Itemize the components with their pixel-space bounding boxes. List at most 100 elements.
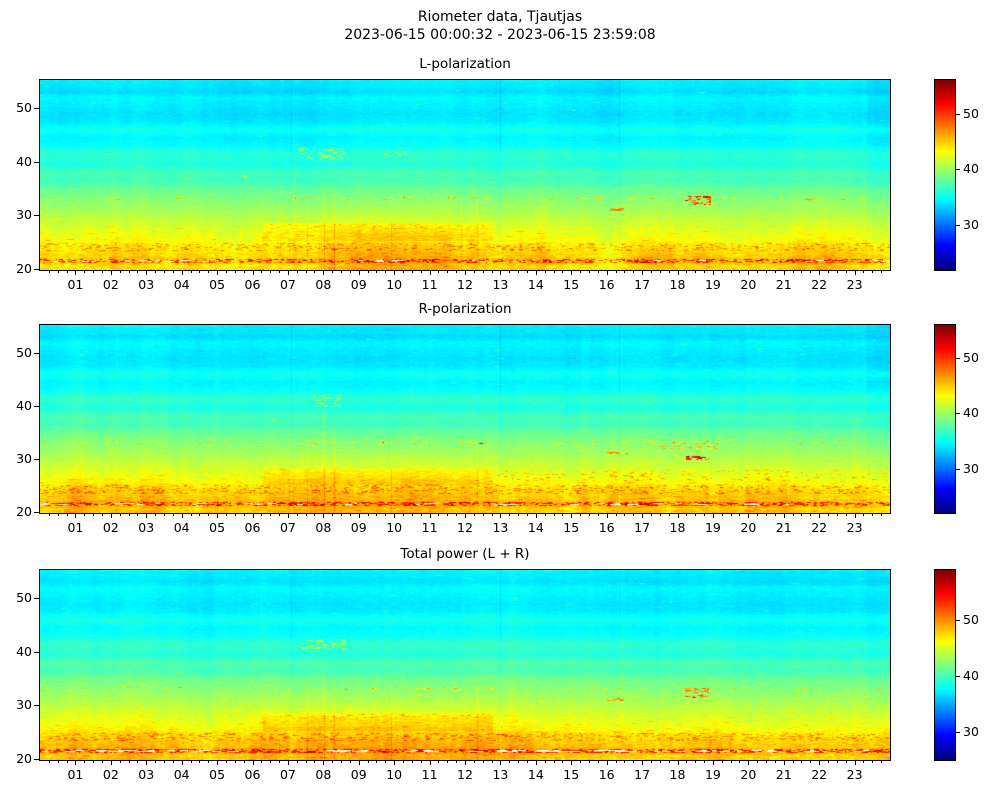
x-minor-tick — [48, 270, 50, 273]
x-minor-tick — [774, 270, 776, 273]
x-major-tick — [252, 760, 254, 765]
x-minor-tick — [349, 513, 351, 516]
x-minor-tick — [553, 513, 555, 516]
x-major-tick — [323, 270, 325, 275]
x-minor-tick — [695, 760, 697, 763]
x-minor-tick — [128, 270, 130, 273]
x-tick-label: 15 — [563, 277, 580, 292]
colorbar-tick — [956, 413, 960, 415]
x-minor-tick — [544, 760, 546, 763]
x-major-tick — [358, 270, 360, 275]
x-minor-tick — [341, 270, 343, 273]
heatmap-canvas-r — [40, 325, 890, 513]
x-major-tick — [287, 270, 289, 275]
x-major-tick — [500, 513, 502, 518]
x-tick-label: 05 — [209, 277, 226, 292]
x-minor-tick — [93, 270, 95, 273]
x-tick-label: 10 — [386, 767, 403, 782]
x-minor-tick — [279, 270, 281, 273]
x-tick-label: 11 — [421, 277, 438, 292]
x-tick-label: 15 — [563, 767, 580, 782]
x-minor-tick — [580, 270, 582, 273]
x-minor-tick — [668, 760, 670, 763]
x-major-tick — [287, 513, 289, 518]
x-minor-tick — [305, 513, 307, 516]
x-minor-tick — [190, 513, 192, 516]
x-minor-tick — [730, 760, 732, 763]
x-major-tick — [394, 513, 396, 518]
x-tick-label: 23 — [846, 520, 863, 535]
x-major-tick — [323, 760, 325, 765]
x-minor-tick — [385, 270, 387, 273]
x-minor-tick — [526, 760, 528, 763]
x-minor-tick — [367, 760, 369, 763]
x-minor-tick — [190, 270, 192, 273]
x-major-tick — [606, 760, 608, 765]
x-minor-tick — [270, 513, 272, 516]
x-minor-tick — [279, 513, 281, 516]
y-tick — [34, 161, 40, 163]
heatmap-canvas-total — [40, 570, 890, 760]
x-minor-tick — [57, 270, 59, 273]
x-minor-tick — [420, 270, 422, 273]
x-minor-tick — [270, 760, 272, 763]
x-major-tick — [75, 760, 77, 765]
x-minor-tick — [234, 513, 236, 516]
x-major-tick — [181, 270, 183, 275]
x-minor-tick — [155, 270, 157, 273]
x-minor-tick — [686, 760, 688, 763]
x-minor-tick — [243, 513, 245, 516]
x-minor-tick — [766, 513, 768, 516]
x-minor-tick — [836, 760, 838, 763]
x-major-tick — [217, 513, 219, 518]
x-tick-label: 12 — [457, 767, 473, 782]
x-minor-tick — [208, 270, 210, 273]
x-minor-tick — [66, 270, 68, 273]
x-tick-label: 03 — [138, 767, 155, 782]
x-minor-tick — [518, 513, 520, 516]
x-minor-tick — [101, 760, 103, 763]
x-minor-tick — [792, 270, 794, 273]
x-minor-tick — [93, 513, 95, 516]
x-minor-tick — [447, 760, 449, 763]
x-minor-tick — [491, 270, 493, 273]
x-minor-tick — [739, 760, 741, 763]
colorbar-tick — [956, 225, 960, 227]
x-major-tick — [146, 760, 148, 765]
x-major-tick — [181, 513, 183, 518]
x-minor-tick — [650, 513, 652, 516]
x-minor-tick — [411, 270, 413, 273]
colorbar-tick — [956, 676, 960, 678]
x-minor-tick — [101, 270, 103, 273]
x-tick-label: 02 — [102, 767, 119, 782]
x-tick-label: 11 — [421, 767, 438, 782]
x-minor-tick — [721, 513, 723, 516]
x-minor-tick — [376, 760, 378, 763]
y-tick-label: 50 — [16, 345, 32, 361]
x-minor-tick — [588, 760, 590, 763]
x-minor-tick — [774, 760, 776, 763]
x-minor-tick — [172, 760, 174, 763]
x-minor-tick — [403, 760, 405, 763]
x-major-tick — [642, 760, 644, 765]
x-minor-tick — [225, 760, 227, 763]
x-minor-tick — [403, 513, 405, 516]
x-tick-label: 02 — [102, 520, 119, 535]
colorbar-canvas-l — [935, 80, 955, 270]
y-tick — [34, 108, 40, 110]
x-tick-label: 14 — [527, 520, 544, 535]
x-minor-tick — [367, 513, 369, 516]
y-tick-label: 20 — [16, 260, 32, 276]
x-major-tick — [217, 760, 219, 765]
y-tick — [34, 268, 40, 270]
x-minor-tick — [580, 760, 582, 763]
x-minor-tick — [93, 760, 95, 763]
y-tick — [34, 406, 40, 408]
x-tick-label: 18 — [669, 277, 686, 292]
x-minor-tick — [137, 270, 139, 273]
x-minor-tick — [332, 270, 334, 273]
colorbar-tick — [956, 468, 960, 470]
x-major-tick — [783, 270, 785, 275]
x-minor-tick — [509, 513, 511, 516]
x-tick-label: 10 — [386, 277, 403, 292]
